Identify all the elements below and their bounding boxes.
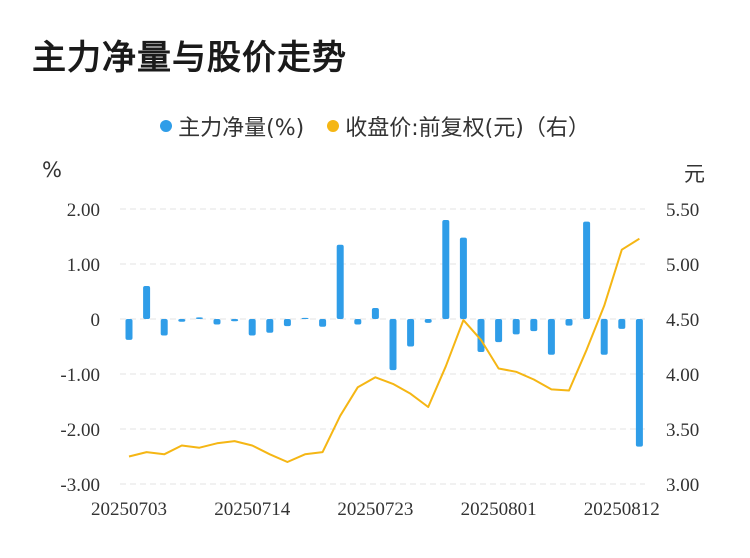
bar [530, 319, 538, 332]
bar [178, 319, 186, 322]
x-tick-label: 20250723 [337, 499, 413, 520]
left-tick-label: -1.00 [60, 365, 100, 386]
left-axis-unit: % [42, 158, 62, 182]
right-tick-label: 3.00 [666, 475, 699, 496]
right-axis-unit: 元 [684, 162, 705, 186]
bar [143, 286, 151, 319]
right-tick-label: 5.50 [666, 200, 699, 221]
legend-item-close-price[interactable]: 收盘价:前复权(元)（右） [327, 110, 590, 142]
bar [213, 319, 221, 325]
chart-title: 主力净量与股价走势 [32, 38, 347, 78]
legend-bar-marker [160, 120, 173, 132]
bar [407, 319, 415, 347]
bar [495, 319, 503, 343]
bar [424, 319, 432, 323]
bar [477, 319, 485, 352]
bar [160, 319, 168, 336]
bar [547, 319, 555, 355]
left-tick-label: -2.00 [60, 420, 100, 441]
x-tick-label: 20250812 [584, 499, 660, 520]
bar [283, 319, 291, 327]
right-tick-label: 4.50 [666, 310, 699, 331]
bar [618, 319, 626, 329]
bar [301, 317, 309, 319]
left-tick-label: 0 [91, 310, 101, 331]
legend-label-close-price: 收盘价:前复权(元)（右） [345, 116, 590, 141]
left-tick-label: 1.00 [67, 255, 100, 276]
legend-item-main-net[interactable]: 主力净量(%) [160, 110, 304, 142]
bar [231, 319, 239, 322]
left-tick-label: -3.00 [60, 475, 100, 496]
bar [248, 319, 256, 336]
x-tick-label: 20250714 [214, 499, 291, 520]
bar [635, 319, 643, 447]
legend-label-main-net: 主力净量(%) [178, 116, 305, 141]
x-tick-label: 20250703 [91, 499, 167, 520]
bar [266, 319, 274, 333]
bar [371, 308, 379, 319]
bar [336, 244, 344, 319]
bar [583, 221, 591, 319]
bar [319, 319, 327, 327]
bar [459, 237, 467, 319]
right-tick-label: 3.50 [666, 420, 699, 441]
right-tick-label: 4.00 [666, 365, 699, 386]
bar [354, 319, 362, 325]
legend: 主力净量(%) 收盘价:前复权(元)（右） [0, 110, 750, 142]
bar [442, 220, 450, 319]
bar [512, 319, 520, 335]
price-line [128, 237, 640, 463]
left-tick-label: 2.00 [67, 200, 100, 221]
right-tick-label: 5.00 [666, 255, 699, 276]
bar [389, 319, 397, 371]
x-tick-label: 20250801 [461, 499, 537, 520]
bar [600, 319, 608, 355]
legend-line-marker [327, 120, 340, 132]
bar [125, 319, 133, 340]
bar [195, 317, 203, 319]
bar [565, 319, 573, 326]
